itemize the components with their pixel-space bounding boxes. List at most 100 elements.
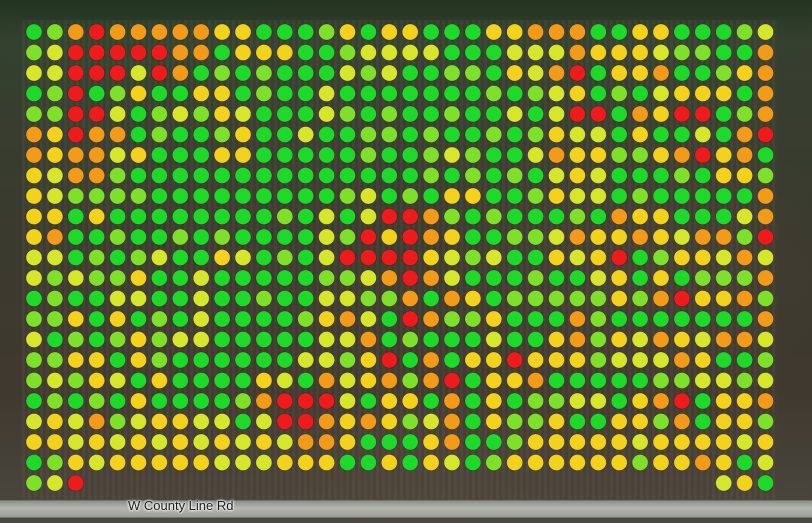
yield-point[interactable] [213,290,231,307]
yield-point[interactable] [297,249,315,266]
yield-point[interactable] [652,23,670,41]
yield-point[interactable] [360,228,377,246]
yield-point[interactable] [589,208,607,225]
yield-point[interactable] [652,392,670,410]
yield-point[interactable] [255,167,273,184]
yield-point[interactable] [234,351,252,369]
yield-point[interactable] [652,146,670,164]
yield-point[interactable] [422,167,440,184]
yield-point[interactable] [422,85,440,102]
yield-point[interactable] [506,249,524,266]
yield-point[interactable] [234,413,252,430]
yield-point[interactable] [422,228,440,246]
yield-point[interactable] [464,413,482,430]
yield-point[interactable] [25,146,43,164]
yield-point[interactable] [485,351,503,369]
yield-point[interactable] [736,167,753,184]
yield-point[interactable] [192,228,210,246]
yield-point[interactable] [297,269,315,287]
yield-point[interactable] [88,331,105,348]
yield-point[interactable] [255,187,273,205]
yield-point[interactable] [548,167,565,184]
yield-point[interactable] [401,44,419,61]
yield-point[interactable] [46,392,64,410]
yield-point[interactable] [88,351,105,369]
yield-point[interactable] [464,269,482,287]
yield-point[interactable] [485,228,503,246]
yield-point[interactable] [213,413,231,430]
yield-point[interactable] [25,167,43,184]
yield-point[interactable] [569,105,586,123]
yield-point[interactable] [443,167,461,184]
yield-point[interactable] [380,331,398,348]
yield-point[interactable] [67,372,85,389]
yield-point[interactable] [673,44,691,61]
yield-point[interactable] [401,351,419,369]
yield-point[interactable] [339,187,356,205]
yield-point[interactable] [339,23,356,41]
yield-point[interactable] [339,433,356,451]
yield-point[interactable] [422,146,440,164]
yield-point[interactable] [694,413,712,430]
yield-point[interactable] [213,167,231,184]
yield-point[interactable] [318,331,335,348]
yield-point[interactable] [464,433,482,451]
yield-point[interactable] [276,44,294,61]
yield-point[interactable] [443,126,461,143]
yield-point[interactable] [130,351,147,369]
yield-point[interactable] [589,454,607,471]
yield-point[interactable] [297,64,315,82]
yield-point[interactable] [610,351,628,369]
yield-point[interactable] [736,474,753,492]
yield-point[interactable] [360,187,377,205]
yield-point[interactable] [234,146,252,164]
yield-point[interactable] [88,126,105,143]
yield-point[interactable] [506,105,524,123]
yield-point[interactable] [548,44,565,61]
yield-point[interactable] [464,249,482,266]
yield-point[interactable] [569,310,586,328]
yield-point[interactable] [151,64,168,82]
yield-point[interactable] [213,351,231,369]
yield-point[interactable] [464,64,482,82]
yield-point[interactable] [192,249,210,266]
yield-point[interactable] [297,310,315,328]
yield-point[interactable] [443,290,461,307]
yield-point[interactable] [172,372,189,389]
yield-point[interactable] [589,351,607,369]
yield-point[interactable] [610,269,628,287]
yield-point[interactable] [380,392,398,410]
yield-point[interactable] [276,249,294,266]
yield-point[interactable] [88,146,105,164]
yield-point[interactable] [652,64,670,82]
yield-point[interactable] [109,105,126,123]
yield-point[interactable] [569,64,586,82]
yield-point[interactable] [464,208,482,225]
yield-point[interactable] [631,454,649,471]
yield-point[interactable] [401,433,419,451]
yield-point[interactable] [46,269,64,287]
yield-point[interactable] [25,372,43,389]
yield-point[interactable] [360,44,377,61]
yield-point[interactable] [422,372,440,389]
yield-point[interactable] [694,454,712,471]
yield-point[interactable] [527,290,544,307]
yield-point[interactable] [192,290,210,307]
yield-point[interactable] [234,167,252,184]
yield-point[interactable] [569,269,586,287]
yield-point[interactable] [631,433,649,451]
yield-point[interactable] [548,454,565,471]
yield-point[interactable] [25,474,43,492]
yield-point[interactable] [172,290,189,307]
yield-point[interactable] [527,433,544,451]
yield-point[interactable] [548,351,565,369]
yield-point[interactable] [464,44,482,61]
yield-point[interactable] [380,167,398,184]
yield-point[interactable] [673,167,691,184]
yield-point[interactable] [464,23,482,41]
yield-point[interactable] [757,85,774,102]
yield-point[interactable] [67,249,85,266]
yield-point[interactable] [172,228,189,246]
yield-point[interactable] [694,208,712,225]
